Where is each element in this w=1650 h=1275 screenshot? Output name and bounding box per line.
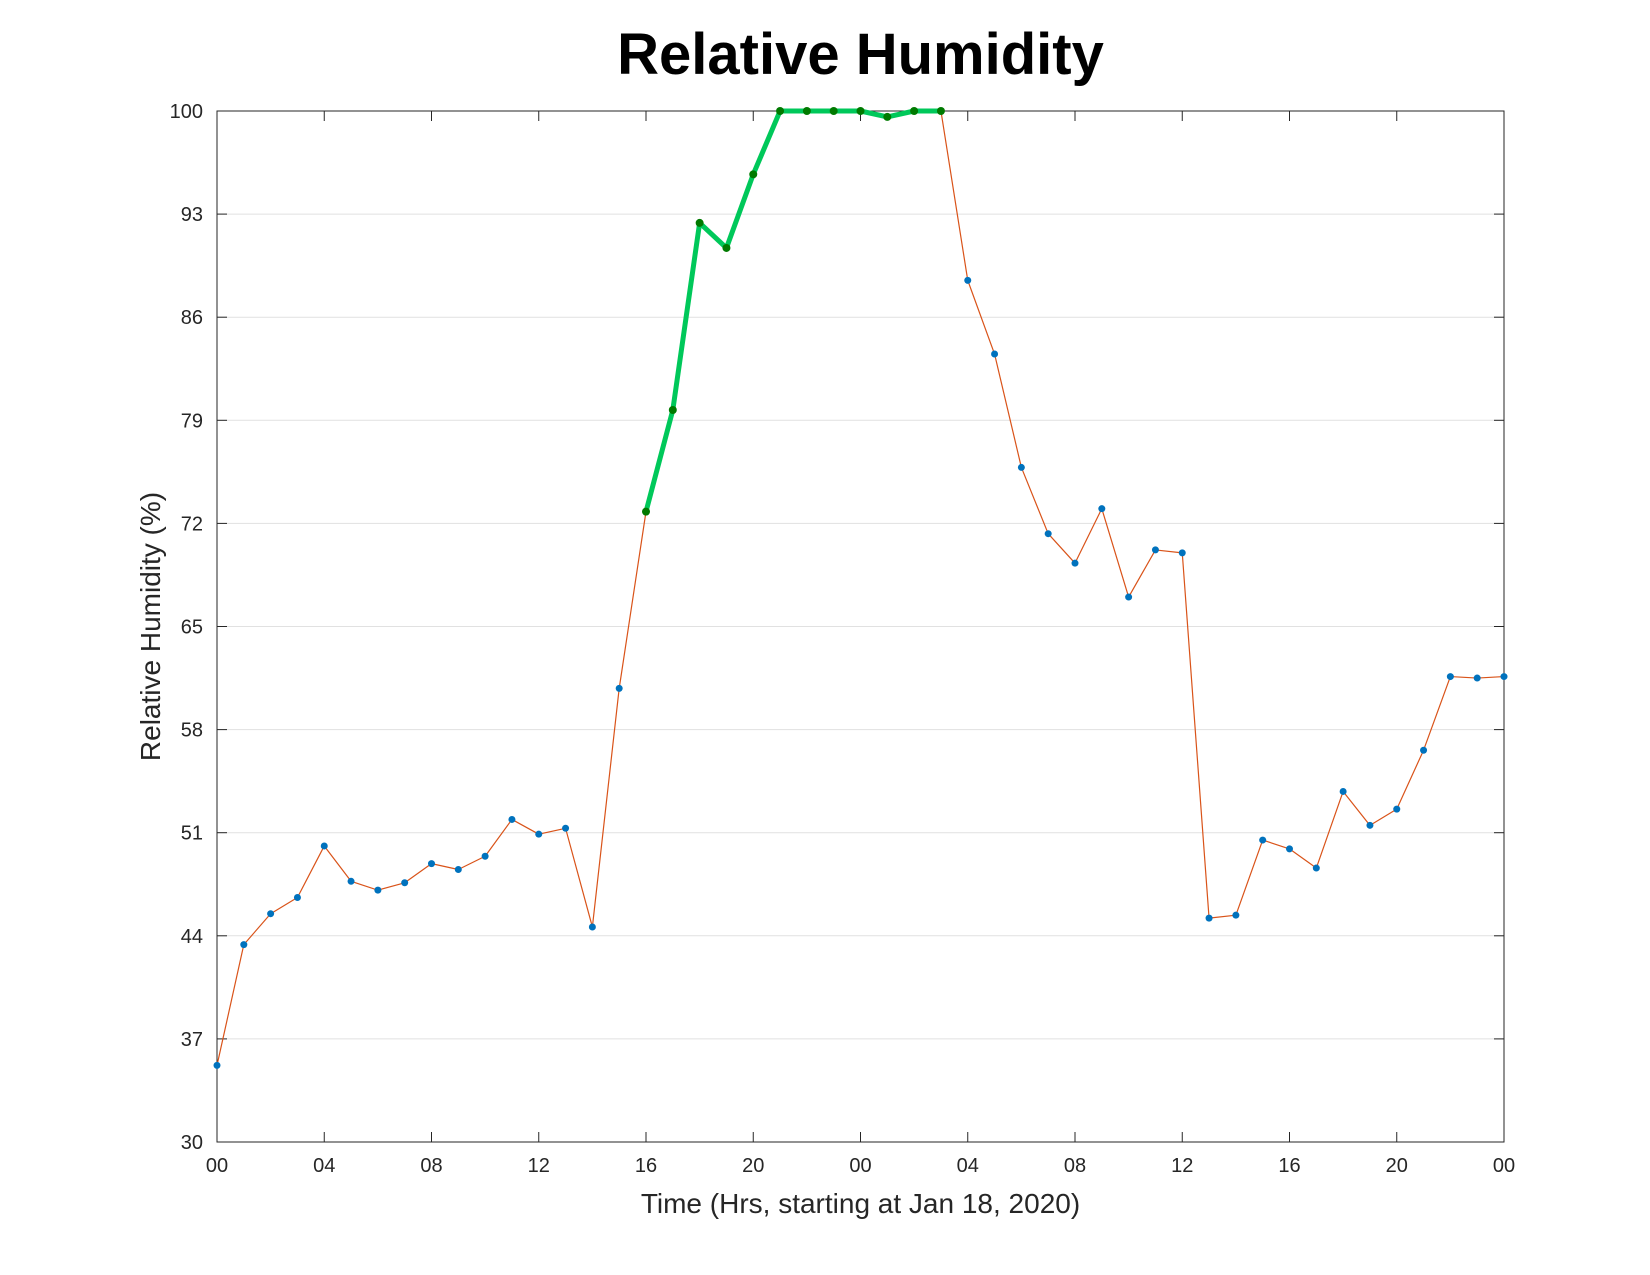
axis-ticks: 30 37 44 51 58 65 72 79 86 93 100 00 04 08 12 16 20 00 04 0… xyxy=(170,101,1516,1177)
data-point xyxy=(428,860,435,868)
data-point xyxy=(615,684,623,692)
series-lines xyxy=(216,108,1505,1066)
highlight-data-point xyxy=(749,170,758,179)
y-tick-label: 65 xyxy=(181,617,203,639)
x-tick-label: 16 xyxy=(1278,1155,1300,1177)
grid xyxy=(217,213,1504,1040)
y-axis-label: Relative Humidity (%) xyxy=(135,492,166,761)
data-point xyxy=(1393,805,1401,813)
data-point xyxy=(991,350,999,358)
x-tick-label: 12 xyxy=(528,1155,550,1177)
highlight-data-point xyxy=(883,112,892,121)
highlight-data-point xyxy=(695,218,704,227)
data-point xyxy=(1339,787,1347,795)
data-point xyxy=(1473,674,1481,682)
data-point xyxy=(240,941,248,949)
x-tick-label: 20 xyxy=(742,1155,764,1177)
y-tick-label: 44 xyxy=(181,926,203,948)
y-tick-label: 93 xyxy=(181,204,203,226)
data-point xyxy=(454,866,462,874)
y-tick-label: 100 xyxy=(170,101,203,123)
data-point xyxy=(1071,559,1079,567)
data-point xyxy=(374,886,382,894)
data-point xyxy=(347,877,355,885)
data-point xyxy=(267,910,275,918)
data-point xyxy=(1446,673,1454,681)
data-point xyxy=(293,894,301,902)
y-tick-label: 58 xyxy=(181,720,203,742)
x-tick-label: 00 xyxy=(206,1155,228,1177)
series-markers xyxy=(213,107,1508,1069)
y-tick-label: 30 xyxy=(181,1132,203,1154)
y-tick-label: 79 xyxy=(181,410,203,432)
x-tick-label: 20 xyxy=(1386,1155,1408,1177)
highlight-data-point xyxy=(856,107,865,115)
highlight-data-point xyxy=(722,243,731,252)
data-point xyxy=(1178,549,1186,557)
data-point xyxy=(1500,673,1508,681)
data-point xyxy=(320,842,328,850)
x-axis-label: Time (Hrs, starting at Jan 18, 2020) xyxy=(641,1188,1080,1219)
x-tick-label: 16 xyxy=(635,1155,657,1177)
data-point xyxy=(481,852,489,860)
data-point xyxy=(1044,530,1052,538)
data-point xyxy=(401,879,409,887)
y-tick-label: 51 xyxy=(181,823,203,845)
x-tick-label: 00 xyxy=(849,1155,871,1177)
y-tick-label: 86 xyxy=(181,307,203,329)
data-point xyxy=(508,815,516,823)
highlight-data-point xyxy=(910,107,919,115)
data-point xyxy=(213,1061,221,1069)
highlight-line xyxy=(643,108,944,515)
data-point xyxy=(1151,546,1159,554)
highlight-data-point xyxy=(642,507,650,516)
highlight-data-point xyxy=(936,107,945,115)
x-tick-label: 08 xyxy=(420,1155,442,1177)
x-tick-label: 12 xyxy=(1171,1155,1193,1177)
data-point xyxy=(588,923,596,931)
data-point xyxy=(1366,821,1374,829)
data-point xyxy=(1420,746,1428,754)
highlight-data-point xyxy=(829,107,838,115)
data-point xyxy=(1017,463,1025,471)
data-point xyxy=(1232,911,1240,919)
x-tick-label: 00 xyxy=(1493,1155,1515,1177)
x-tick-label: 04 xyxy=(957,1155,979,1177)
chart-title: Relative Humidity xyxy=(617,22,1104,87)
data-point xyxy=(1259,836,1267,844)
data-point xyxy=(1205,914,1213,922)
data-point xyxy=(1098,505,1106,513)
data-point xyxy=(1286,845,1293,853)
data-point xyxy=(964,276,972,284)
x-tick-label: 04 xyxy=(313,1155,335,1177)
series-line xyxy=(216,110,1505,1066)
y-tick-label: 37 xyxy=(181,1029,203,1051)
x-tick-label: 08 xyxy=(1064,1155,1086,1177)
data-point xyxy=(562,824,570,832)
highlight-data-point xyxy=(776,107,785,115)
data-point xyxy=(535,830,543,838)
highlight-data-point xyxy=(668,405,677,414)
data-point xyxy=(1312,864,1320,872)
highlight-data-point xyxy=(802,107,811,115)
y-tick-label: 72 xyxy=(181,513,203,535)
data-point xyxy=(1125,593,1133,601)
